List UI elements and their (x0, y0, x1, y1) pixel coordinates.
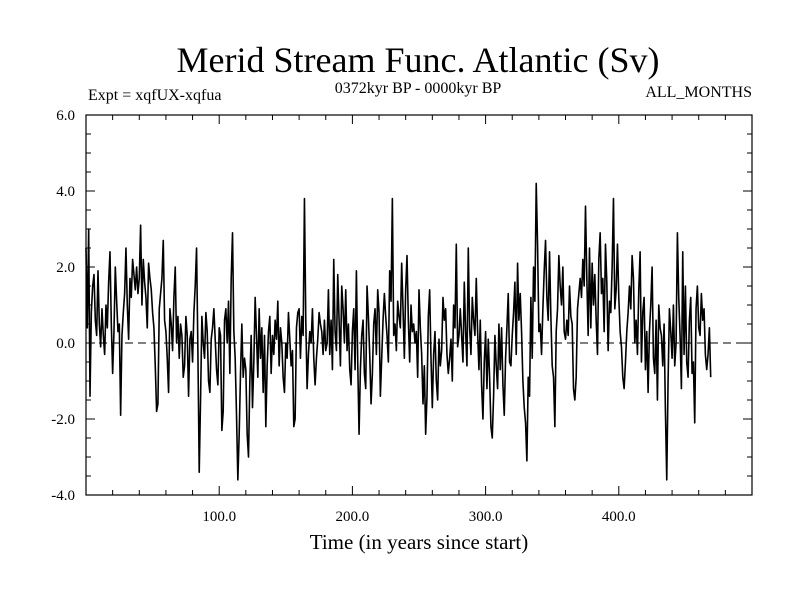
x-tick-label: 400.0 (602, 509, 636, 525)
x-axis-label: Time (in years since start) (310, 530, 529, 554)
x-tick-label: 100.0 (202, 509, 236, 525)
y-tick-label: 6.0 (56, 108, 75, 124)
x-tick-label: 300.0 (469, 509, 503, 525)
series-line (85, 182, 712, 481)
y-axis: -4.0 -2.0 0.0 2.0 4.0 6.0 (51, 108, 752, 504)
time-range-label: 0372kyr BP - 0000kyr BP (335, 80, 502, 97)
x-axis: 100.0 200.0 300.0 400.0 (85, 115, 753, 525)
y-tick-label: 2.0 (56, 260, 75, 276)
months-label: ALL_MONTHS (645, 84, 752, 101)
y-tick-label: -2.0 (51, 412, 75, 428)
x-tick-label: 200.0 (336, 509, 370, 525)
y-tick-label: 0.0 (56, 336, 75, 352)
experiment-label: Expt = xqfUX-xqfua (88, 87, 221, 104)
chart-title: Merid Stream Func. Atlantic (Sv) (177, 40, 660, 80)
plot-area (85, 114, 753, 496)
y-tick-label: 4.0 (56, 184, 75, 200)
titles: Merid Stream Func. Atlantic (Sv) Expt = … (88, 40, 752, 104)
y-tick-label: -4.0 (51, 488, 75, 504)
